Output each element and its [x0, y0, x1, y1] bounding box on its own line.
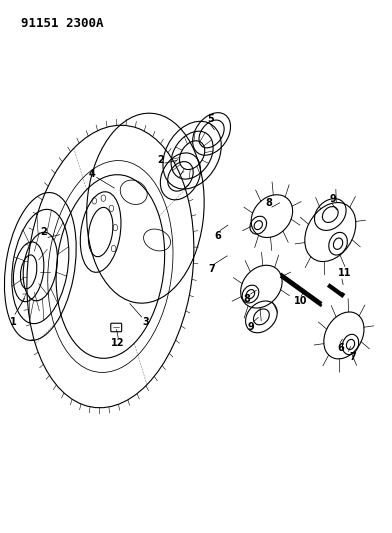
Text: 8: 8 — [266, 198, 272, 208]
Text: 91151 2300A: 91151 2300A — [21, 17, 103, 30]
Text: 11: 11 — [338, 268, 352, 278]
Text: 3: 3 — [143, 317, 150, 327]
Text: 8: 8 — [243, 294, 250, 304]
Text: 9: 9 — [330, 193, 336, 204]
Text: 6: 6 — [214, 231, 221, 241]
Text: 5: 5 — [207, 114, 214, 124]
Text: 6: 6 — [338, 343, 345, 353]
Text: 7: 7 — [208, 264, 215, 274]
Text: 12: 12 — [111, 338, 125, 348]
FancyBboxPatch shape — [111, 323, 122, 332]
Text: 9: 9 — [247, 322, 254, 332]
Text: 2: 2 — [157, 156, 163, 165]
Text: 1: 1 — [10, 317, 16, 327]
Text: 4: 4 — [88, 169, 95, 179]
Text: 10: 10 — [294, 296, 308, 306]
Text: 7: 7 — [349, 352, 356, 361]
Text: 2: 2 — [40, 227, 47, 237]
